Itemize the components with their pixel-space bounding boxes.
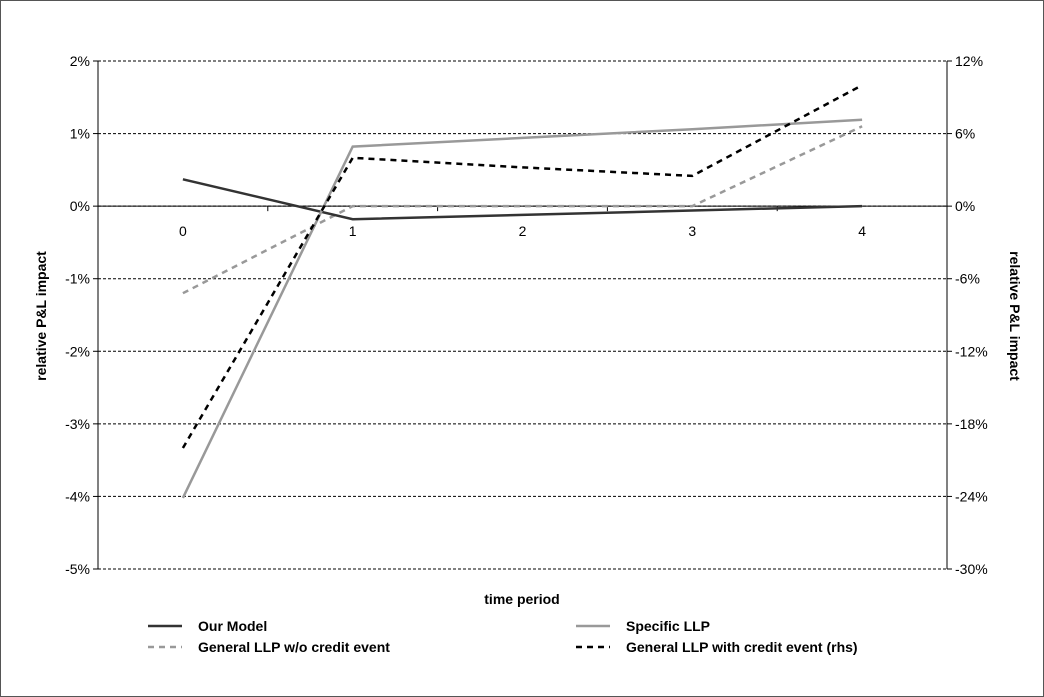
y-axis-title-right: relative P&L impact xyxy=(1007,251,1023,381)
x-tick-label: 0 xyxy=(179,223,187,239)
left-tick-label: -3% xyxy=(65,416,90,432)
x-tick-label: 4 xyxy=(858,223,866,239)
left-tick-label: -4% xyxy=(65,488,90,504)
series-lines xyxy=(181,84,863,499)
legend-item-general-llp-with-credit: General LLP with credit event (rhs) xyxy=(576,639,858,655)
left-tick-label: -1% xyxy=(65,271,90,287)
x-ticks: 0 1 2 3 4 xyxy=(97,206,948,239)
series-line-our-model xyxy=(182,178,863,221)
x-axis-title: time period xyxy=(484,591,559,607)
series-line-general-llp-with-credit-event-rhs xyxy=(181,84,863,449)
x-tick-label: 3 xyxy=(688,223,696,239)
right-tick-label: 12% xyxy=(955,53,983,69)
left-tick-label: -2% xyxy=(65,343,90,359)
left-y-ticks: 2% 1% 0% -1% -2% -3% -4% -5% xyxy=(65,53,98,577)
right-y-ticks: 12% 6% 0% -6% -12% -18% -24% -30% xyxy=(947,53,988,577)
right-tick-label: -18% xyxy=(955,416,988,432)
right-tick-label: 6% xyxy=(955,126,975,142)
legend-item-general-llp-wo-credit: General LLP w/o credit event xyxy=(148,639,390,655)
right-tick-label: 0% xyxy=(955,198,975,214)
legend-label-general-llp-with-credit: General LLP with credit event (rhs) xyxy=(626,639,858,655)
right-tick-label: -6% xyxy=(955,271,980,287)
series-line-specific-llp xyxy=(181,118,863,499)
x-tick-label: 1 xyxy=(349,223,357,239)
y-axis-title-left: relative P&L impact xyxy=(33,251,49,381)
legend: Our Model Specific LLP General LLP w/o c… xyxy=(148,618,858,655)
left-tick-label: 0% xyxy=(70,198,90,214)
x-tick-label: 2 xyxy=(519,223,527,239)
right-tick-label: -24% xyxy=(955,488,988,504)
left-tick-label: -5% xyxy=(65,561,90,577)
legend-item-our-model: Our Model xyxy=(148,618,267,634)
legend-label-our-model: Our Model xyxy=(198,618,267,634)
right-tick-label: -12% xyxy=(955,343,988,359)
left-tick-label: 2% xyxy=(70,53,90,69)
legend-item-specific-llp: Specific LLP xyxy=(576,618,710,634)
legend-label-specific-llp: Specific LLP xyxy=(626,618,710,634)
right-tick-label: -30% xyxy=(955,561,988,577)
legend-label-general-llp-wo-credit: General LLP w/o credit event xyxy=(198,639,390,655)
plot-axes xyxy=(97,61,948,569)
left-tick-label: 1% xyxy=(70,126,90,142)
